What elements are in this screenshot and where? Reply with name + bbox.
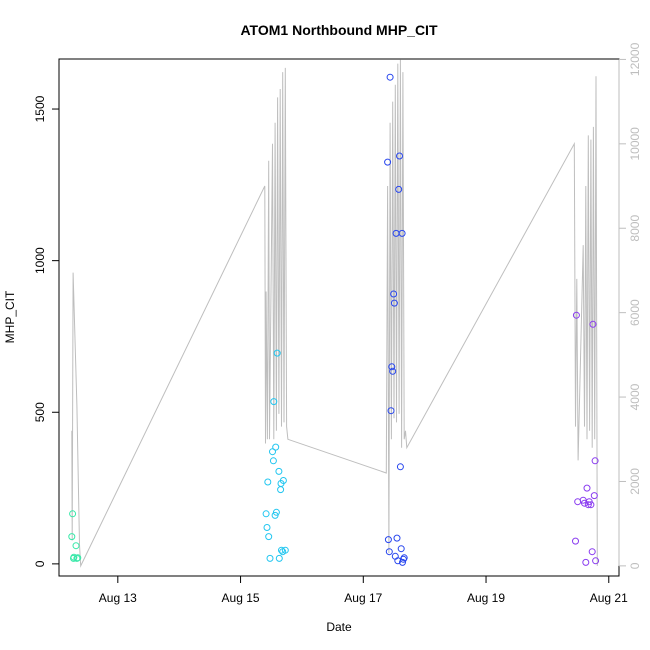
data-point	[266, 554, 274, 562]
data-point	[572, 537, 579, 545]
data-point	[399, 558, 406, 566]
x-tick-label: Aug 21	[590, 591, 628, 605]
data-point	[68, 533, 76, 541]
y2-tick-label: 10000	[628, 127, 642, 161]
secondary-line-layer	[71, 59, 598, 568]
y-axis: 0 500 1000 1500	[33, 95, 60, 567]
data-point	[385, 548, 393, 556]
x-tick-label: Aug 19	[467, 591, 505, 605]
data-point	[271, 511, 279, 519]
x-axis: Aug 13 Aug 15 Aug 17 Aug 19 Aug 21	[99, 575, 628, 605]
data-point	[275, 467, 283, 475]
data-point	[270, 398, 278, 406]
y2-tick-label: 6000	[628, 299, 642, 326]
x-axis-label: Date	[326, 620, 352, 634]
y2-tick-label: 4000	[628, 383, 642, 410]
secondary-series-line	[71, 59, 598, 568]
data-point	[393, 534, 401, 542]
data-point	[262, 510, 270, 518]
data-point	[272, 443, 280, 451]
y2-tick-label: 0	[628, 562, 642, 569]
chart-title: ATOM1 Northbound MHP_CIT	[240, 22, 437, 38]
y-axis-label: MHP_CIT	[3, 290, 17, 343]
data-point	[396, 463, 404, 471]
data-point	[592, 557, 600, 565]
data-point	[582, 558, 590, 566]
data-point	[269, 457, 277, 465]
data-point	[269, 448, 276, 456]
x-tick-label: Aug 15	[222, 591, 260, 605]
scatter-series	[262, 349, 289, 562]
y2-tick-label: 12000	[628, 42, 642, 76]
data-point	[384, 536, 392, 544]
data-point	[390, 299, 398, 307]
y2-tick-label: 2000	[628, 468, 642, 495]
data-point	[279, 477, 287, 484]
y-tick-label: 1000	[33, 247, 47, 274]
data-point	[69, 510, 77, 518]
data-point	[572, 311, 580, 319]
data-point	[388, 363, 396, 371]
data-point	[584, 501, 592, 509]
y2-tick-label: 8000	[628, 215, 642, 242]
y2-axis: 0 2000 4000 6000 8000 10000 12000	[618, 42, 642, 569]
data-point	[384, 158, 392, 166]
x-tick-label: Aug 17	[344, 591, 382, 605]
data-point	[397, 545, 405, 553]
data-point	[275, 554, 283, 562]
data-point	[263, 524, 271, 531]
data-point	[281, 546, 289, 554]
data-point	[589, 320, 597, 328]
data-point	[587, 501, 595, 509]
data-point	[72, 542, 80, 550]
data-point	[395, 185, 403, 193]
data-point	[74, 554, 82, 562]
data-point	[264, 478, 272, 486]
plot-area	[58, 58, 620, 577]
data-point	[273, 349, 281, 357]
data-point	[390, 290, 398, 298]
data-point	[389, 367, 397, 375]
data-point	[277, 486, 285, 494]
x-tick-label: Aug 13	[99, 591, 137, 605]
data-point	[590, 492, 598, 500]
data-point	[588, 548, 596, 556]
data-point	[398, 229, 406, 237]
data-point	[396, 152, 403, 160]
scatter-series	[572, 311, 600, 566]
data-point	[400, 554, 408, 562]
data-point	[272, 508, 280, 516]
data-point	[387, 407, 395, 415]
points-layer	[68, 73, 600, 566]
data-point	[581, 499, 588, 507]
data-point	[591, 457, 599, 465]
data-point	[265, 533, 273, 541]
data-point	[583, 484, 591, 492]
y-tick-label: 0	[33, 560, 47, 567]
scatter-series	[384, 73, 408, 566]
y-tick-label: 1500	[33, 95, 47, 122]
data-point	[386, 73, 394, 81]
scatter-series	[68, 510, 82, 562]
data-point	[278, 546, 285, 554]
plot-frame	[58, 58, 620, 577]
y-tick-label: 500	[33, 402, 47, 422]
